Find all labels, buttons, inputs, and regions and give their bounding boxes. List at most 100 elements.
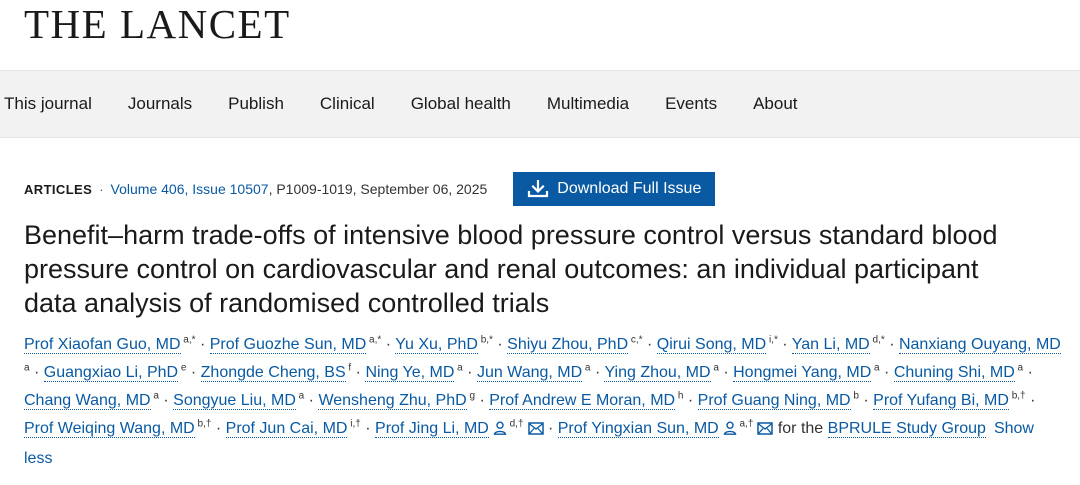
journal-logo[interactable]: THE LANCET [24, 1, 291, 47]
study-group-link[interactable]: BPRULE Study Group [827, 420, 986, 438]
author-name[interactable]: Prof Yingxian Sun, MD [557, 420, 719, 438]
author-affiliation: g [466, 390, 476, 402]
author-affiliation: a [454, 362, 463, 374]
author-affiliation: a [295, 390, 305, 402]
author-separator: · [642, 336, 657, 353]
author-name[interactable]: Prof Guang Ning, MD [697, 392, 851, 410]
author-name[interactable]: Ning Ye, MD [365, 364, 455, 382]
nav-events[interactable]: Events [665, 94, 718, 113]
author-separator: · [351, 364, 366, 381]
author-separator: · [590, 364, 605, 381]
author-name[interactable]: Wensheng Zhu, PhD [318, 392, 467, 410]
author-affiliation: a [1014, 362, 1024, 374]
nav-clinical[interactable]: Clinical [319, 94, 375, 113]
author-affiliation: a,* [180, 334, 196, 346]
author-affiliation: a [710, 362, 719, 374]
author-affiliation: a,* [366, 334, 382, 346]
author-affiliation: h [675, 390, 684, 402]
author-profile-icon[interactable] [723, 417, 737, 445]
author-affiliation: c,* [628, 334, 643, 346]
author-name[interactable]: Prof Weiqing Wang, MD [24, 420, 195, 438]
nav-publish[interactable]: Publish [228, 94, 284, 113]
author-name[interactable]: Qirui Song, MD [656, 336, 767, 354]
email-icon[interactable] [527, 417, 544, 445]
author-separator: · [683, 392, 698, 409]
author-name[interactable]: Yu Xu, PhD [395, 336, 478, 354]
nav-journals[interactable]: Journals [127, 94, 193, 113]
pages-date: , P1009-1019, September 06, 2025 [268, 181, 488, 197]
meta-separator: · [99, 181, 104, 197]
author-affiliation: f [345, 362, 352, 374]
author-separator: · [543, 420, 558, 437]
article-meta: ARTICLES · Volume 406, Issue 10507 , P10… [24, 172, 1060, 206]
author-separator: · [1023, 364, 1033, 381]
author-name[interactable]: Prof Jun Cai, MD [225, 420, 348, 438]
author-name[interactable]: Yan Li, MD [791, 336, 870, 354]
author-affiliation: b [850, 390, 859, 402]
author-name[interactable]: Prof Jing Li, MD [375, 420, 489, 438]
author-separator: · [360, 420, 376, 437]
author-affiliation: a [24, 362, 30, 374]
author-name[interactable]: Prof Xiaofan Guo, MD [24, 336, 181, 354]
author-name[interactable]: Zhongde Cheng, BS [200, 364, 346, 382]
nav-this-journal[interactable]: This journal [4, 94, 92, 113]
author-separator: · [195, 336, 210, 353]
download-icon [528, 180, 549, 198]
nav-about[interactable]: About [753, 94, 798, 113]
author-affiliation: a [150, 390, 159, 402]
author-name[interactable]: Guangxiao Li, PhD [43, 364, 179, 382]
group-prefix: for the [773, 420, 828, 437]
author-name[interactable]: Hongmei Yang, MD [733, 364, 872, 382]
download-label: Download Full Issue [557, 180, 702, 197]
author-list: Prof Xiaofan Guo, MD a,* · Prof Guozhe S… [24, 331, 1064, 473]
author-name[interactable]: Songyue Liu, MD [173, 392, 296, 410]
author-affiliation: a [871, 362, 880, 374]
author-separator: · [884, 336, 899, 353]
author-name[interactable]: Chang Wang, MD [24, 392, 151, 410]
author-separator: · [475, 392, 490, 409]
author-separator: · [462, 364, 477, 381]
author-separator: · [158, 392, 174, 409]
masthead: THE LANCET [0, 0, 1080, 70]
author-separator: · [718, 364, 734, 381]
author-profile-icon[interactable] [493, 417, 507, 445]
author-name[interactable]: Ying Zhou, MD [604, 364, 711, 382]
author-affiliation: a [582, 362, 591, 374]
author-affiliation: a,† [736, 418, 754, 430]
author-separator: · [858, 392, 874, 409]
nav-global-health[interactable]: Global health [410, 94, 511, 113]
author-affiliation: i,† [347, 418, 361, 430]
author-affiliation: d,* [869, 334, 885, 346]
author-name[interactable]: Prof Guozhe Sun, MD [209, 336, 367, 354]
article-title: Benefit–harm trade-offs of intensive blo… [24, 220, 998, 318]
author-separator: · [304, 392, 319, 409]
author-separator: · [492, 336, 508, 353]
author-affiliation: i,* [766, 334, 778, 346]
author-name[interactable]: Nanxiang Ouyang, MD [898, 336, 1061, 354]
email-icon[interactable] [757, 417, 774, 445]
article-header: ARTICLES · Volume 406, Issue 10507 , P10… [0, 172, 1080, 473]
author-affiliation: b,† [1008, 390, 1026, 402]
issue-link[interactable]: Volume 406, Issue 10507 [110, 181, 269, 197]
author-name[interactable]: Jun Wang, MD [476, 364, 583, 382]
author-name[interactable]: Shiyu Zhou, PhD [507, 336, 629, 354]
author-separator: · [879, 364, 894, 381]
author-separator: · [29, 364, 44, 381]
download-full-issue-button[interactable]: Download Full Issue [513, 172, 716, 206]
author-name[interactable]: Prof Yufang Bi, MD [873, 392, 1009, 410]
author-affiliation: b,† [194, 418, 212, 430]
author-separator: · [186, 364, 201, 381]
author-affiliation: b,* [477, 334, 493, 346]
author-affiliation: e [178, 362, 187, 374]
author-name[interactable]: Prof Andrew E Moran, MD [489, 392, 676, 410]
nav-multimedia[interactable]: Multimedia [546, 94, 630, 113]
article-type: ARTICLES [24, 181, 93, 197]
main-nav: This journal Journals Publish Clinical G… [0, 70, 1080, 138]
author-separator: · [381, 336, 396, 353]
author-separator: · [1025, 392, 1036, 409]
author-separator: · [211, 420, 226, 437]
author-affiliation: d,† [506, 418, 524, 430]
show-less-toggle[interactable]: Show less [24, 420, 1034, 467]
author-name[interactable]: Chuning Shi, MD [893, 364, 1015, 382]
author-separator: · [777, 336, 792, 353]
